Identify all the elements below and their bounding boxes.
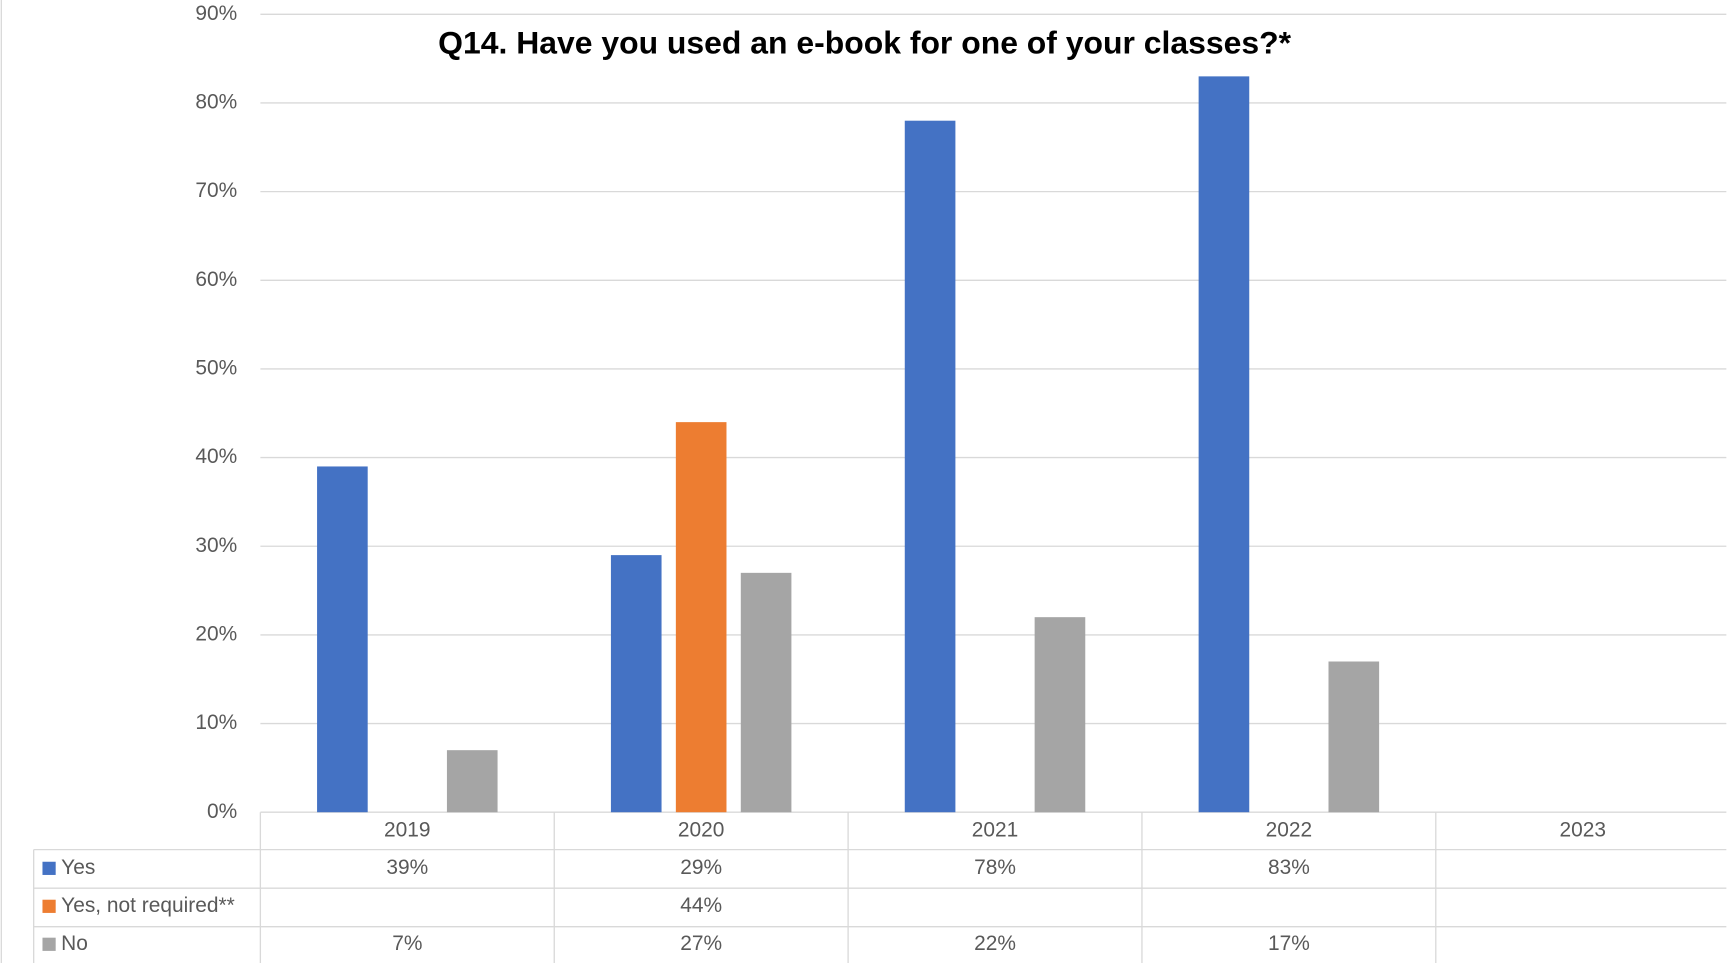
x-tick-label: 2022 (1266, 818, 1313, 841)
bar (610, 555, 662, 813)
x-tick-label: 2019 (384, 818, 431, 841)
y-tick-label: 20% (195, 622, 237, 645)
y-tick-label: 70% (195, 179, 237, 202)
table-value: 17% (1268, 932, 1310, 955)
legend-key (42, 899, 56, 913)
x-tick-label: 2023 (1559, 818, 1606, 841)
bar (675, 422, 727, 813)
x-tick-label: 2021 (972, 818, 1019, 841)
y-tick-label: 60% (195, 268, 237, 291)
legend-key (42, 937, 56, 951)
table-value: 7% (392, 932, 422, 955)
y-tick-label: 50% (195, 356, 237, 379)
chart-title: Q14. Have you used an e-book for one of … (438, 25, 1291, 61)
legend-label: Yes, not required** (61, 894, 235, 917)
table-value: 27% (680, 932, 722, 955)
bar (317, 466, 368, 813)
legend-label: Yes (61, 856, 95, 879)
y-tick-label: 30% (195, 534, 237, 557)
table-value: 39% (386, 856, 428, 879)
y-tick-label: 40% (195, 445, 237, 468)
bar (740, 572, 792, 813)
y-tick-label: 0% (207, 800, 237, 823)
y-tick-label: 80% (195, 90, 237, 113)
legend-label: No (61, 932, 88, 955)
y-tick-label: 10% (195, 711, 237, 734)
table-value: 22% (974, 932, 1016, 955)
legend-key (42, 861, 56, 875)
table-value: 83% (1268, 856, 1310, 879)
bar (1034, 617, 1086, 813)
y-tick-label: 90% (195, 2, 237, 25)
bar (1328, 661, 1380, 813)
table-value: 44% (680, 894, 722, 917)
bar (904, 120, 956, 813)
bar (1198, 76, 1250, 813)
table-value: 78% (974, 856, 1016, 879)
table-value: 29% (680, 856, 722, 879)
bar (446, 750, 498, 813)
x-tick-label: 2020 (678, 818, 725, 841)
